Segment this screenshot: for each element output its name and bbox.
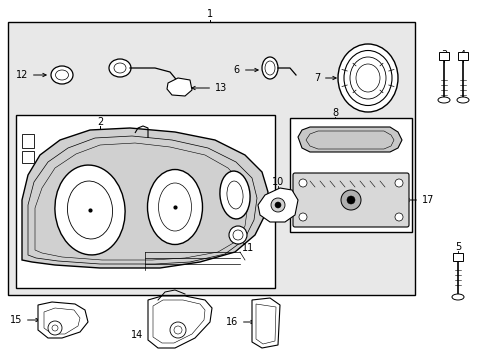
Ellipse shape [456,97,468,103]
Text: 11: 11 [242,243,254,253]
Ellipse shape [451,294,463,300]
Ellipse shape [51,66,73,84]
Text: 4: 4 [459,50,465,60]
Bar [289,118,411,232]
Text: 8: 8 [331,108,337,118]
Circle shape [274,202,281,208]
Bar [452,253,462,261]
Text: 12: 12 [16,70,46,80]
Circle shape [346,196,354,204]
Ellipse shape [109,59,131,77]
Text: 16: 16 [225,317,254,327]
Ellipse shape [55,165,125,255]
Ellipse shape [220,171,249,219]
Ellipse shape [262,57,278,79]
Bar [8,22,414,295]
Polygon shape [297,127,401,152]
Text: 6: 6 [233,65,258,75]
Bar [438,52,448,60]
Ellipse shape [437,97,449,103]
Text: 17: 17 [405,195,433,205]
Circle shape [48,321,62,335]
Polygon shape [148,296,212,348]
Bar [16,115,274,288]
Circle shape [298,213,306,221]
Text: 9: 9 [373,135,397,145]
Circle shape [394,213,402,221]
Text: 3: 3 [440,50,446,60]
Circle shape [228,226,246,244]
Text: 14: 14 [130,330,161,340]
Circle shape [170,322,185,338]
Text: 15: 15 [10,315,39,325]
Text: 5: 5 [454,242,460,252]
Polygon shape [251,298,280,348]
Bar [457,52,467,60]
Ellipse shape [337,44,397,112]
Polygon shape [22,128,267,268]
Text: 10: 10 [271,177,284,187]
Text: 1: 1 [206,9,213,19]
Circle shape [270,198,285,212]
Polygon shape [167,78,192,96]
Circle shape [298,179,306,187]
Polygon shape [38,302,88,338]
Text: 2: 2 [97,117,103,127]
Polygon shape [258,188,297,222]
Text: 7: 7 [313,73,335,83]
Bar [22,151,34,163]
Text: 13: 13 [191,83,227,93]
Bar [22,134,34,148]
Ellipse shape [147,170,202,244]
Circle shape [340,190,360,210]
FancyBboxPatch shape [292,173,408,227]
Circle shape [394,179,402,187]
